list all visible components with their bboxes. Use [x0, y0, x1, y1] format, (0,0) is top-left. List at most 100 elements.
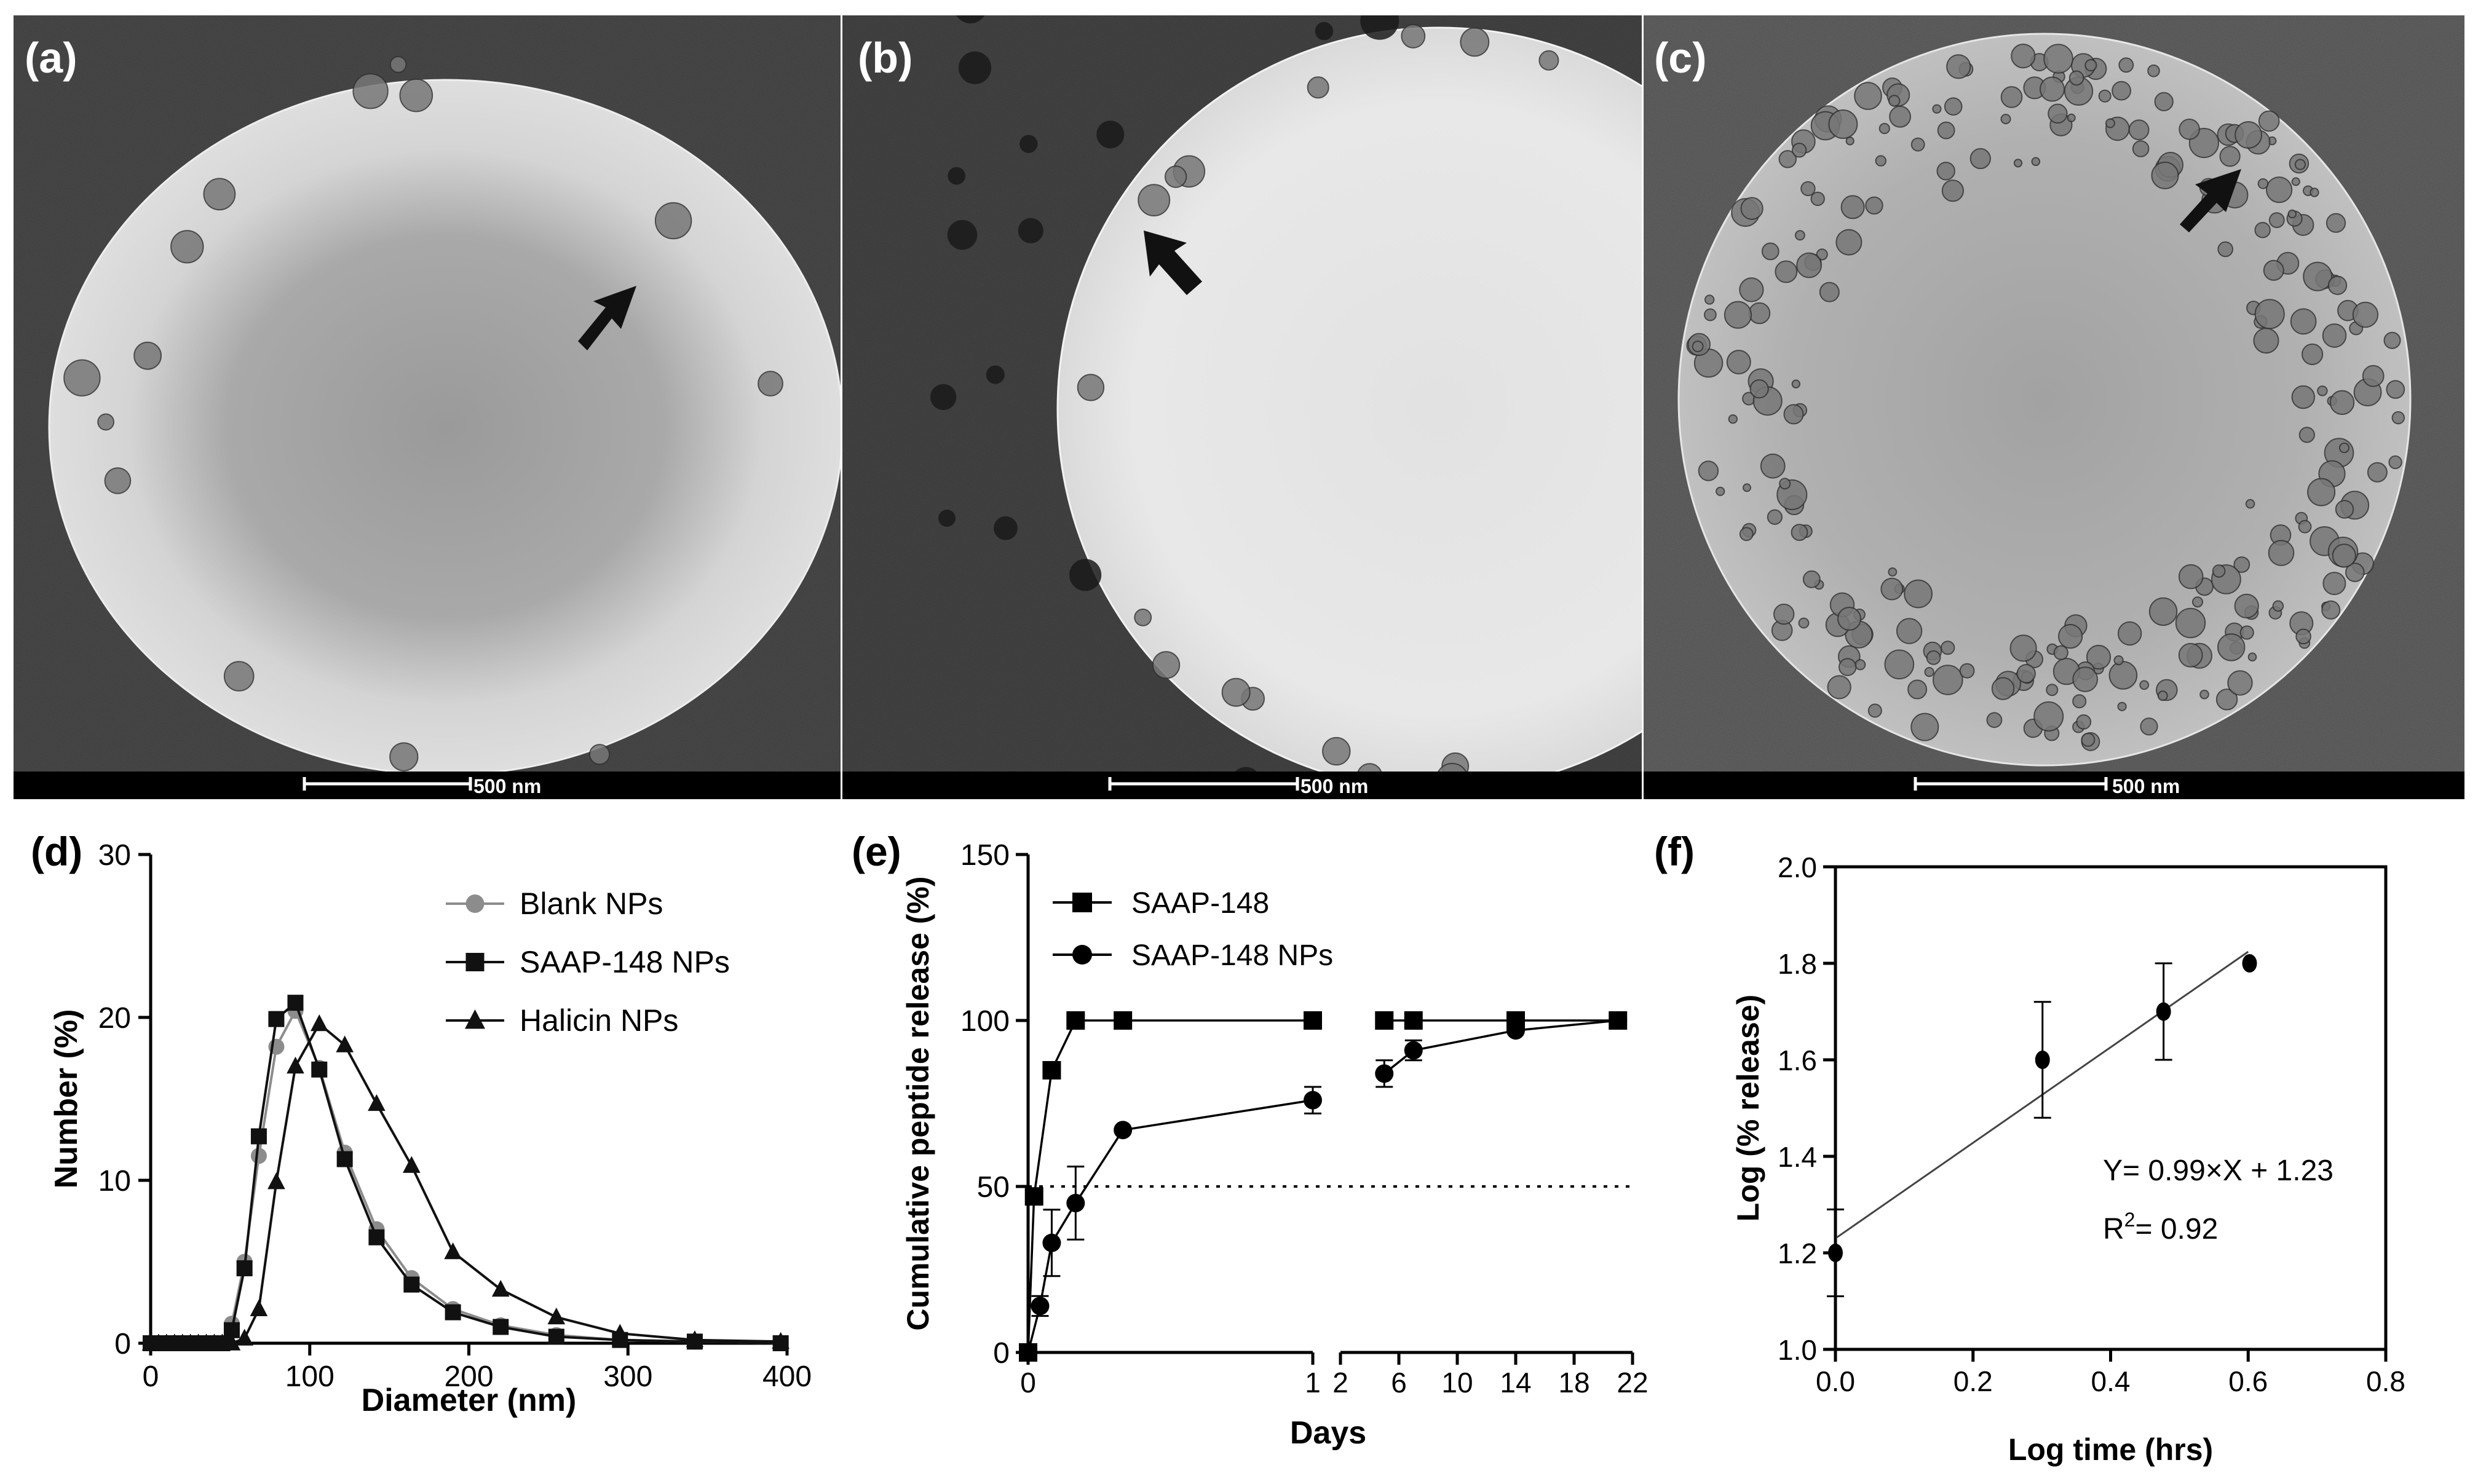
- particle: [2215, 689, 2238, 711]
- particle: [2227, 670, 2253, 696]
- scale-bar-a: 500 nm: [14, 772, 841, 799]
- particle: [2317, 385, 2328, 397]
- x-tick-label: 0: [143, 1360, 159, 1393]
- particle: [2048, 103, 2068, 124]
- particle: [2151, 161, 2179, 189]
- particle: [589, 744, 611, 765]
- particle: [1933, 665, 1963, 695]
- particle: [2290, 308, 2317, 335]
- particle: [986, 365, 1005, 384]
- legend-marker: [465, 894, 485, 913]
- particle: [2098, 89, 2112, 103]
- particle: [1460, 27, 1490, 57]
- particle: [1778, 150, 1797, 168]
- particle: [1779, 478, 1791, 490]
- particle: [958, 51, 992, 84]
- particle: [2345, 562, 2365, 582]
- particle: [2112, 81, 2132, 101]
- data-point: [1042, 1061, 1061, 1079]
- data-point: [445, 1304, 461, 1320]
- data-point: [772, 1332, 790, 1349]
- particle: [1969, 148, 1991, 170]
- particle: [1840, 195, 1865, 219]
- particle: [2352, 301, 2379, 328]
- data-point: [686, 1330, 704, 1348]
- data-point: [1042, 1233, 1061, 1252]
- particle: [2000, 114, 2011, 125]
- micrograph-c: [1644, 15, 2464, 775]
- particle: [2254, 222, 2271, 239]
- legend-marker: [465, 1009, 485, 1029]
- particle: [1796, 252, 1823, 278]
- data-point: [1828, 1244, 1843, 1262]
- particle: [1910, 712, 1939, 741]
- series-line-1: [151, 1008, 781, 1344]
- data-point: [403, 1156, 421, 1173]
- particle: [2266, 176, 2293, 203]
- particle: [1726, 350, 1751, 374]
- data-point: [1506, 1021, 1525, 1040]
- particle: [1816, 248, 1828, 261]
- particle: [2016, 664, 2036, 684]
- particle: [1828, 109, 1858, 139]
- particle: [2117, 701, 2127, 711]
- particle: [1740, 197, 1763, 220]
- particle: [2386, 380, 2405, 399]
- particle: [1791, 524, 1808, 541]
- particle: [1794, 230, 1805, 241]
- particle: [2268, 212, 2285, 229]
- particle: [1991, 677, 2015, 700]
- particle: [2307, 478, 2336, 507]
- particle: [1165, 165, 1187, 188]
- x-tick-label: 22: [1617, 1367, 1648, 1399]
- scale-bar-c: 500 nm: [1644, 772, 2464, 799]
- data-point: [2035, 1051, 2050, 1069]
- data-point: [336, 1151, 353, 1167]
- y-tick-label: 1.8: [1778, 948, 1817, 980]
- particle: [758, 371, 783, 397]
- data-point: [267, 1172, 285, 1190]
- particle: [1800, 181, 1816, 197]
- data-point: [1304, 1011, 1322, 1030]
- particle: [1810, 191, 1825, 207]
- particle: [2235, 121, 2263, 149]
- particle: [1775, 260, 1798, 283]
- data-point: [250, 1128, 267, 1145]
- particle: [2391, 411, 2405, 425]
- particle: [930, 384, 957, 411]
- particle: [63, 359, 101, 397]
- particle: [1867, 703, 1882, 718]
- particle: [1854, 82, 1882, 110]
- particle: [223, 661, 255, 692]
- particle: [2081, 732, 2096, 747]
- x-axis-title: Log time (hrs): [2008, 1432, 2213, 1467]
- x-axis-title: Days: [1290, 1415, 1366, 1451]
- data-point: [368, 1094, 386, 1111]
- data-point: [1375, 1011, 1394, 1030]
- series-line-1-segment-1: [1027, 1019, 1313, 1353]
- particle: [1743, 483, 1751, 492]
- particle: [1880, 577, 1904, 601]
- x-tick-label: 2: [1332, 1367, 1348, 1399]
- particle: [2291, 385, 2316, 409]
- particle: [2335, 500, 2354, 519]
- x-tick-label: 100: [285, 1360, 334, 1393]
- particle: [170, 230, 204, 264]
- particle: [1855, 659, 1866, 671]
- scale-bar-b: 500 nm: [842, 772, 1642, 799]
- legend-label: Blank NPs: [520, 886, 663, 921]
- particle: [1986, 712, 2003, 728]
- particle: [1819, 282, 1840, 302]
- particle: [2322, 323, 2347, 348]
- data-point: [1114, 1121, 1133, 1140]
- legend-label: SAAP-148 NPs: [1131, 939, 1333, 972]
- particle: [1134, 609, 1152, 626]
- particle: [1138, 184, 1171, 217]
- x-tick-label: 0.8: [2366, 1365, 2405, 1397]
- series-line-3: [151, 1022, 781, 1344]
- particle: [1401, 23, 1426, 49]
- particle: [2033, 701, 2064, 732]
- x-axis-title: Diameter (nm): [362, 1383, 577, 1418]
- y-tick-label: 1.2: [1778, 1237, 1817, 1269]
